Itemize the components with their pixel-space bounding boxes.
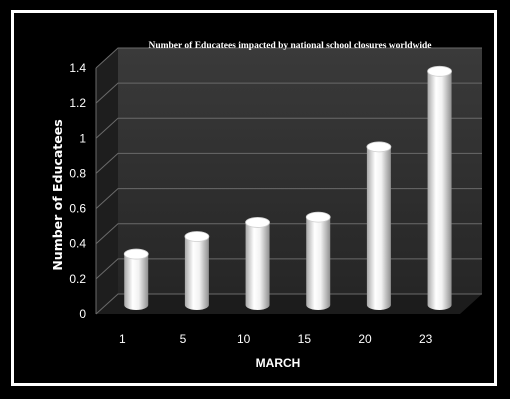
chart-border: [11, 10, 497, 386]
bar: [184, 231, 210, 310]
x-tick-label: 15: [298, 332, 312, 346]
bar-top: [305, 211, 331, 223]
gridline: [95, 258, 482, 280]
bar-body: [366, 146, 391, 310]
gridline: [95, 223, 482, 245]
bar: [366, 141, 392, 310]
y-tick-label: 0.6: [69, 202, 86, 216]
bar: [123, 248, 149, 310]
gridline: [95, 152, 482, 174]
bar: [427, 65, 452, 310]
bar-top: [366, 141, 392, 153]
y-tick-label: 1.2: [69, 96, 86, 110]
bar-top: [427, 65, 452, 77]
gridline: [95, 293, 482, 315]
bar: [305, 211, 331, 310]
bar-top: [123, 248, 149, 260]
y-tick-label: 1.4: [69, 61, 86, 75]
gridline: [95, 47, 482, 69]
chart-title: Number of Educatees impacted by national…: [148, 41, 431, 51]
floor: [96, 294, 482, 314]
side-wall: [96, 48, 118, 314]
x-axis-label: MARCH: [256, 356, 301, 370]
bar-body: [427, 71, 452, 310]
gridline: [95, 117, 482, 139]
bar-body: [184, 236, 209, 310]
bar-body: [245, 222, 270, 310]
bar-top: [184, 231, 210, 242]
x-tick-label: 20: [358, 332, 372, 346]
x-tick-labels: 1 5 10 15 20 23: [119, 332, 433, 346]
x-tick-label: 5: [180, 332, 187, 346]
y-tick-label: 0: [79, 307, 86, 321]
y-axis-label: Number of Educatees: [50, 119, 65, 270]
plot-area: [96, 48, 482, 314]
x-tick-label: 10: [237, 332, 251, 346]
y-tick-label: 0.2: [69, 272, 86, 286]
bar-body: [124, 254, 149, 310]
y-tick-label: 0.4: [69, 237, 86, 251]
bar: [245, 217, 270, 310]
bar-top: [245, 217, 270, 228]
y-tick-label: 0.8: [69, 166, 86, 180]
bars: [123, 65, 452, 310]
x-tick-label: 23: [419, 332, 433, 346]
y-tick-label: 1: [79, 131, 86, 145]
bar-body: [306, 217, 331, 310]
gridlines: [95, 47, 482, 315]
back-wall: [118, 48, 482, 294]
y-tick-labels: 0 0.2 0.4 0.6 0.8 1 1.2 1.4: [69, 61, 86, 321]
gridline: [95, 82, 482, 104]
x-tick-label: 1: [119, 332, 126, 346]
gridline: [95, 188, 482, 209]
